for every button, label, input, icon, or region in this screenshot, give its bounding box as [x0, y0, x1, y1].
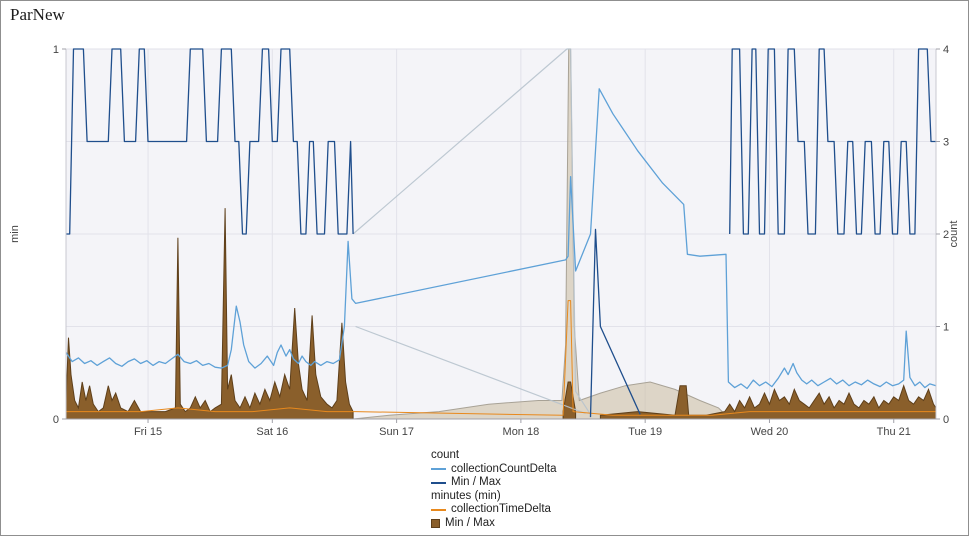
svg-text:Tue 19: Tue 19 — [628, 426, 662, 438]
svg-text:3: 3 — [943, 137, 949, 149]
svg-text:min: min — [9, 225, 21, 243]
svg-text:Fri 15: Fri 15 — [134, 426, 162, 438]
svg-text:Mon 18: Mon 18 — [503, 426, 540, 438]
svg-text:0: 0 — [943, 414, 949, 426]
parnew-chart: 0 1 0 1 2 3 4 Fri 15 Sat 16 Sun 17 Mon 18 Tue 19 Wed… — [9, 44, 960, 438]
legend-item-collection-count-delta: collectionCountDelta — [431, 463, 556, 477]
svg-text:Thu 21: Thu 21 — [877, 426, 911, 438]
line-swatch-icon — [431, 468, 446, 471]
svg-text:2: 2 — [943, 229, 949, 241]
svg-text:0: 0 — [53, 414, 59, 426]
svg-text:count: count — [948, 221, 960, 248]
svg-text:1: 1 — [53, 44, 59, 56]
svg-text:1: 1 — [943, 322, 949, 334]
legend-item-label: Min / Max — [445, 516, 495, 529]
legend-item-label: collectionTimeDelta — [451, 503, 551, 515]
legend-item-collection-time-delta: collectionTimeDelta — [431, 503, 556, 517]
line-swatch-icon — [431, 508, 446, 511]
legend-item-count-min-max: Min / Max — [431, 476, 556, 490]
area-swatch-icon — [431, 518, 440, 528]
legend-group-minutes: minutes (min) — [431, 489, 501, 502]
legend-item-minutes-min-max: Min / Max — [431, 517, 556, 531]
svg-text:Wed 20: Wed 20 — [751, 426, 789, 438]
legend-group-count: count — [431, 449, 460, 461]
svg-text:Sun 17: Sun 17 — [379, 426, 414, 438]
chart-legend: count collectionCountDelta Min / Max min… — [431, 449, 556, 530]
page-title: ParNew — [10, 5, 65, 24]
legend-item-label: Min / Max — [451, 476, 501, 488]
legend-item-label: collectionCountDelta — [451, 462, 557, 475]
svg-text:Sat 16: Sat 16 — [256, 426, 288, 438]
line-swatch-icon — [431, 481, 446, 484]
svg-text:4: 4 — [943, 44, 949, 56]
